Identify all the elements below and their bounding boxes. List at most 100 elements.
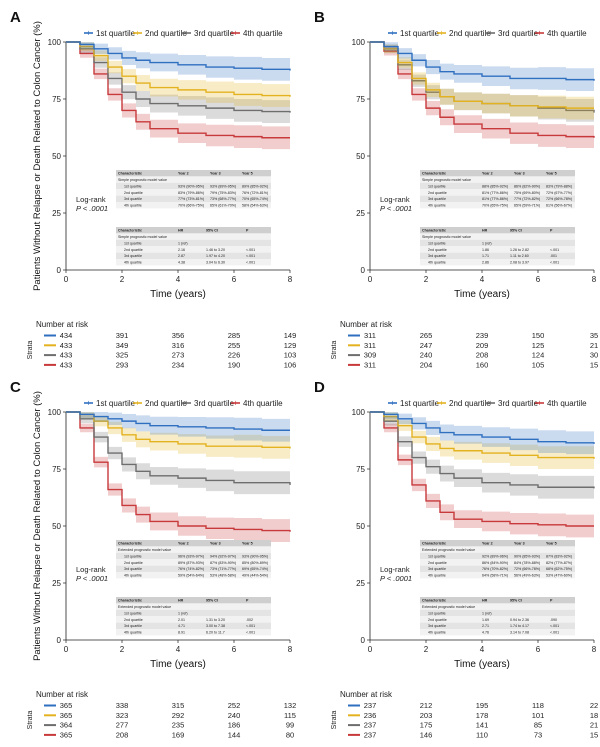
risk-count: 110: [476, 730, 488, 739]
x-axis-label: Time (years): [454, 659, 510, 670]
x-tick-label: 2: [424, 275, 429, 284]
risk-count: 234: [172, 360, 185, 369]
legend-item: +1st quartile: [388, 399, 440, 408]
table-cell: 81% (77%-86%): [482, 191, 508, 195]
table-cell: 72% (66%-78%): [514, 567, 540, 571]
table-cell: 75% (69%-80%): [514, 191, 540, 195]
table-row-bg: [420, 603, 575, 610]
table-row-bg: [420, 202, 575, 209]
table-row-bg: [420, 239, 575, 247]
legend-item: +2nd quartile: [133, 29, 187, 38]
x-tick-label: 8: [592, 645, 597, 654]
legend-swatch-cross: +: [86, 399, 91, 408]
table-header-bg: [116, 597, 271, 604]
table-cell: 53% (48%-58%): [210, 574, 236, 578]
legend-item: +3rd quartile: [486, 399, 539, 408]
table-cell: 1.86: [482, 248, 489, 252]
table-cell: 2nd quartile: [124, 248, 143, 252]
legend-swatch-cross: +: [86, 29, 91, 38]
risk-count: 22: [590, 701, 598, 710]
risk-table-strata-label: Strata: [27, 711, 34, 730]
table-cell: 96% (93%-97%): [178, 554, 204, 558]
table-group-label: Simple prognostic model value: [118, 235, 167, 239]
table-header-cell: HR: [482, 229, 488, 233]
legend-item: +1st quartile: [84, 29, 136, 38]
table-header-cell: Year 5: [242, 172, 253, 176]
risk-count: 338: [116, 701, 129, 710]
table-cell: 58% (54%-63%): [242, 204, 268, 208]
risk-count: 132: [284, 701, 297, 710]
hr-table: Characteristic HR 95% CI P Simple prognostic…: [116, 227, 271, 266]
table-cell: .090: [550, 618, 557, 622]
table-cell: 65% (61%-70%): [210, 204, 236, 208]
table-cell: <.001: [550, 631, 559, 635]
risk-count: 178: [476, 711, 489, 720]
table-cell: 53% (47%-60%): [546, 574, 572, 578]
legend-label: 3rd quartile: [498, 399, 539, 408]
risk-count: 101: [532, 711, 545, 720]
table-cell: 1.31 to 3.20: [206, 618, 225, 622]
table-cell: 83% (79%-86%): [178, 191, 204, 195]
risk-count: 309: [364, 351, 377, 360]
y-tick-label: 0: [361, 266, 366, 275]
table-row-bg: [116, 546, 271, 553]
x-tick-label: 8: [288, 645, 293, 654]
table-row-bg: [116, 233, 271, 240]
y-tick-label: 25: [52, 579, 61, 588]
table-cell: 6.20 to 11.7: [206, 631, 225, 635]
risk-count: 144: [228, 730, 241, 739]
table-cell: 88% (85%-92%): [482, 184, 508, 188]
ci-band: [66, 42, 290, 125]
series-line: [370, 411, 595, 444]
series-line: [370, 41, 594, 109]
table-cell: 2.08 to 3.97: [510, 261, 529, 265]
table-row-bg: [116, 239, 271, 247]
risk-count: 186: [228, 721, 241, 730]
series-line: [66, 41, 291, 113]
table-cell: 76% (72%-81%): [242, 191, 268, 195]
table-header-cell: Characteristic: [118, 229, 142, 233]
table-cell: 4th quartile: [124, 574, 142, 578]
table-cell: 4th quartile: [428, 261, 446, 265]
table-cell: 1st quartile: [124, 611, 142, 615]
table-header-cell: HR: [178, 229, 184, 233]
table-header-cell: Year 5: [546, 542, 557, 546]
table-cell: <.001: [246, 248, 255, 252]
ci-band: [370, 412, 594, 538]
table-row-bg: [420, 572, 575, 579]
y-tick-label: 0: [57, 266, 62, 275]
legend-label: 3rd quartile: [498, 29, 539, 38]
legend-item: +4th quartile: [535, 29, 587, 38]
table-row-bg: [116, 565, 271, 572]
risk-table-strata-label: Strata: [27, 341, 34, 360]
risk-count: 265: [420, 331, 433, 340]
table-cell: 1.69: [482, 618, 489, 622]
table-header-bg: [116, 227, 271, 234]
risk-count: 311: [364, 341, 376, 350]
risk-count: 315: [172, 701, 185, 710]
table-header-cell: Characteristic: [422, 542, 446, 546]
table-cell: .001: [550, 254, 557, 258]
risk-count: 204: [420, 360, 433, 369]
risk-count: 129: [284, 341, 297, 350]
table-cell: 4.38: [178, 261, 185, 265]
table-cell: 61% (56%-67%): [546, 204, 572, 208]
table-cell: 1.11 to 2.60: [510, 254, 529, 258]
table-cell: 4.76: [482, 631, 489, 635]
table-row-bg: [116, 189, 271, 196]
x-axis-label: Time (years): [150, 659, 206, 670]
x-tick-label: 4: [480, 645, 485, 654]
risk-count: 311: [364, 360, 376, 369]
risk-count: 365: [60, 701, 73, 710]
legend-label: 2nd quartile: [449, 399, 491, 408]
table-header-bg: [116, 540, 271, 547]
risk-count: 146: [420, 730, 433, 739]
table-cell: <.001: [550, 248, 559, 252]
y-tick-label: 100: [352, 408, 366, 417]
table-cell: 2.71: [482, 624, 489, 628]
table-cell: 89% (85%-92%): [242, 184, 268, 188]
table-row-bg: [116, 622, 271, 629]
x-tick-label: 4: [176, 645, 181, 654]
x-tick-label: 8: [592, 275, 597, 284]
table-cell: 82% (77%-87%): [546, 561, 572, 565]
